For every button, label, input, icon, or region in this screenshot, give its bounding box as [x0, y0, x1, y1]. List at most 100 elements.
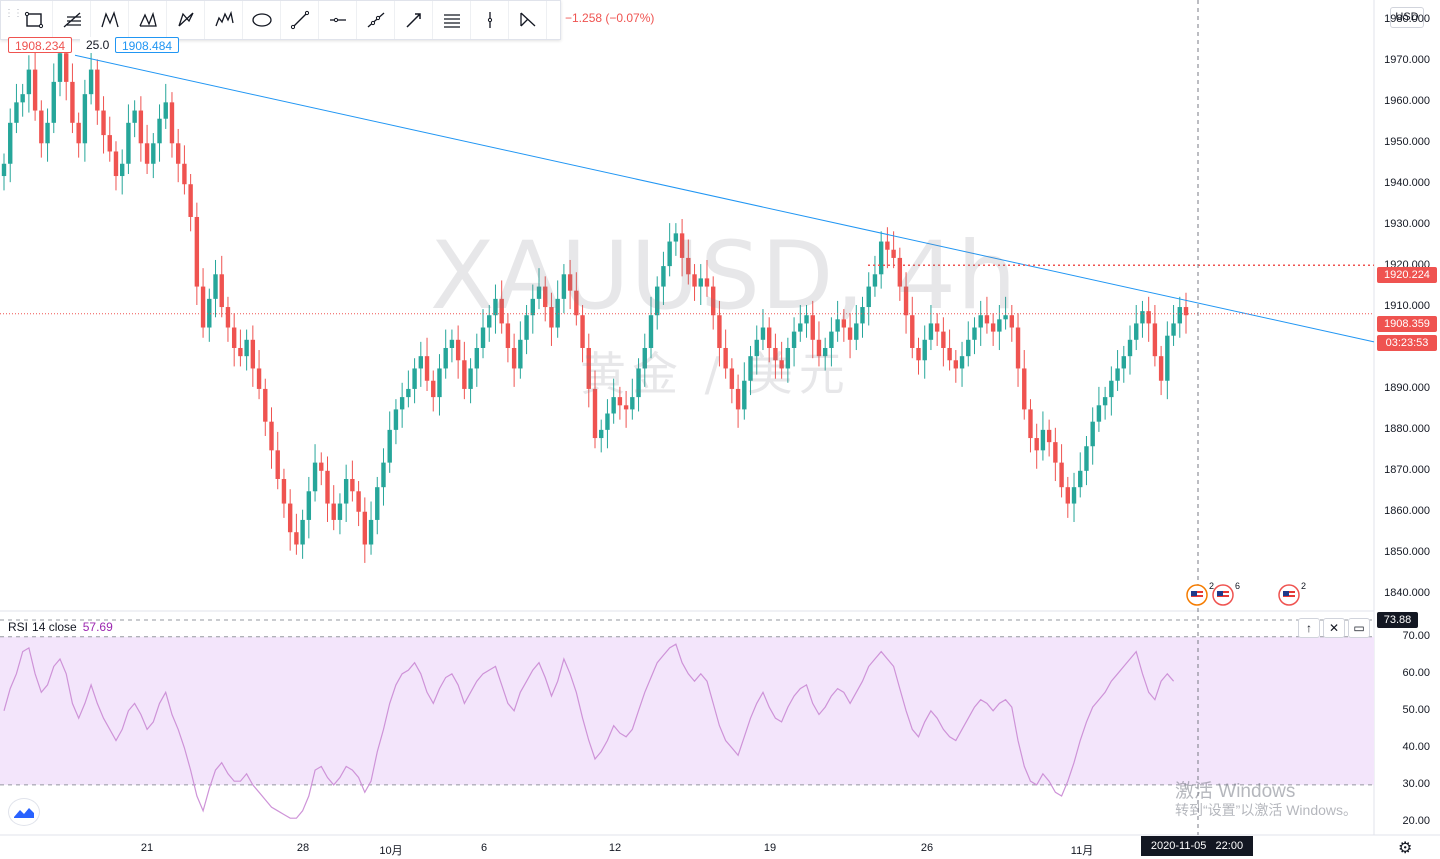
candle-body [431, 380, 436, 398]
drag-handle-icon[interactable]: ⋮⋮ [4, 8, 23, 19]
candle-body [1090, 421, 1095, 447]
candle-body [922, 339, 927, 361]
candle-body [1127, 339, 1133, 357]
candle-body [306, 491, 312, 520]
last-price-tag: 1908.359 [1377, 316, 1437, 332]
event-flag-icon[interactable]: 2 [1278, 581, 1306, 606]
parallel-channel-icon[interactable] [433, 1, 471, 39]
candle-body [225, 307, 231, 328]
candle-body [1140, 311, 1145, 324]
candle-body [113, 151, 119, 177]
candle-body [605, 413, 610, 430]
candle-body [1065, 487, 1070, 504]
candle-body [630, 397, 635, 410]
candle-body [443, 347, 448, 369]
time-tick-label: 6 [480, 842, 488, 854]
candle-body [381, 462, 386, 488]
pane-close-icon[interactable]: ✕ [1323, 618, 1345, 638]
candle-body [673, 233, 679, 242]
candle-body [1102, 397, 1108, 406]
candle-body [599, 429, 604, 439]
candle-body [810, 315, 815, 340]
candle-body [1053, 442, 1058, 463]
candle-body [1096, 405, 1102, 422]
event-flag-icon[interactable]: 2 [1186, 581, 1214, 606]
event-flag-icon[interactable]: 6 [1212, 581, 1240, 606]
candle-body [1003, 315, 1008, 320]
price-tick-label: 1980.000 [1384, 13, 1430, 26]
time-tick-label: 12 [608, 842, 622, 854]
rsi-params: 14 close [32, 620, 77, 634]
candle-body [829, 331, 834, 348]
drawing-toolbar: ⋮⋮ [0, 0, 561, 40]
trend-line-icon[interactable] [281, 1, 319, 39]
cypher-pattern-icon[interactable] [129, 1, 167, 39]
abcd-pattern-icon[interactable] [167, 1, 205, 39]
tradingview-logo-icon[interactable] [8, 798, 40, 826]
price-tick-label: 1940.000 [1384, 177, 1430, 190]
rectangle-icon[interactable] [15, 1, 53, 39]
triangle-pattern-icon[interactable] [509, 1, 547, 39]
trend-line [74, 54, 1375, 343]
candle-body [661, 266, 666, 287]
horizontal-segment-icon[interactable] [319, 1, 357, 39]
candle-body [499, 298, 504, 324]
candle-body [543, 286, 548, 308]
rsi-tick-label: 70.00 [1402, 629, 1430, 642]
rsi-tick-label: 20.00 [1402, 814, 1430, 827]
candle-body [561, 274, 567, 299]
chart-settings-gear-icon[interactable]: ⚙ [1398, 840, 1413, 857]
candle-body [1146, 311, 1151, 324]
candle-body [424, 356, 430, 381]
candle-body [505, 323, 511, 348]
price-tick-label: 1930.000 [1384, 218, 1430, 231]
bid-price-button[interactable]: 1908.234 [8, 37, 73, 53]
candle-body [412, 368, 417, 389]
candle-body [368, 519, 374, 545]
ray-icon[interactable] [357, 1, 395, 39]
candle-body [1034, 438, 1039, 451]
candle-body [1171, 323, 1176, 336]
ask-price-button[interactable]: 1908.484 [115, 37, 180, 53]
currency-button[interactable]: USD [1390, 7, 1424, 28]
candle-body [953, 360, 959, 369]
candle-body [735, 388, 741, 410]
candle-body [611, 397, 616, 414]
candle-body [82, 94, 88, 144]
candle-body [748, 356, 753, 381]
ellipse-icon[interactable] [243, 1, 281, 39]
candle-body [287, 503, 293, 533]
candle-body [990, 323, 996, 332]
candle-body [95, 69, 100, 111]
pane-move-up-icon[interactable]: ↑ [1298, 618, 1320, 638]
vertical-line-icon[interactable] [471, 1, 509, 39]
candle-body [686, 257, 691, 275]
candle-body [536, 286, 542, 299]
candle-body [642, 347, 647, 369]
candle-body [238, 347, 243, 357]
candle-body [698, 278, 703, 287]
pane-maximize-icon[interactable]: ▭ [1348, 618, 1370, 638]
rsi-line [3, 643, 1175, 819]
spread-value: 25.0 [80, 37, 116, 53]
candle-body [997, 319, 1002, 332]
candle-body [64, 53, 69, 82]
candle-body [791, 331, 797, 348]
candle-body [947, 347, 952, 361]
xabcd-pattern-icon[interactable] [91, 1, 129, 39]
arrow-icon[interactable] [395, 1, 433, 39]
candle-body [897, 257, 903, 287]
candle-body [250, 339, 256, 369]
candle-body [406, 388, 411, 398]
candle-body [816, 339, 822, 357]
fib-retracement-icon[interactable] [53, 1, 91, 39]
candle-body [978, 315, 983, 328]
rsi-legend[interactable]: RSI 14 close 57.69 [8, 620, 113, 634]
candle-body [462, 360, 467, 389]
time-tick-label: 28 [296, 842, 310, 854]
elliott-wave-icon[interactable] [205, 1, 243, 39]
candle-body [107, 135, 112, 152]
candle-body [1121, 356, 1126, 369]
candle-body [822, 347, 828, 357]
